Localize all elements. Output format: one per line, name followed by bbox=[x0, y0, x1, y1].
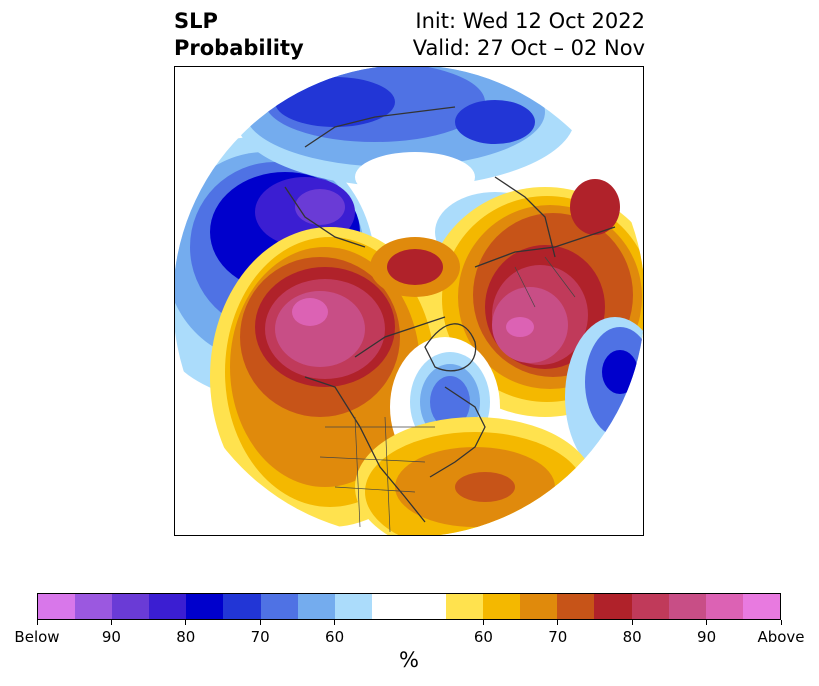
colorbar-swatch bbox=[75, 594, 113, 619]
colorbar-tick-label: 90 bbox=[697, 628, 717, 646]
polar-map bbox=[174, 66, 644, 536]
colorbar-tick-label: Below bbox=[14, 628, 60, 646]
map-title: SLP Probability bbox=[174, 8, 304, 62]
title-line-2: Probability bbox=[174, 36, 304, 60]
colorbar-swatch bbox=[186, 594, 224, 619]
coastlines bbox=[284, 106, 616, 523]
colorbar-tick-label: Above bbox=[757, 628, 805, 646]
colorbar-swatch bbox=[483, 594, 521, 619]
colorbar-swatch bbox=[668, 594, 706, 619]
probability-colorbar bbox=[37, 593, 781, 620]
colorbar-tick-mark bbox=[36, 620, 38, 625]
colorbar-tick-label: 70 bbox=[250, 628, 270, 646]
colorbar-tick-label: 60 bbox=[325, 628, 345, 646]
colorbar-tick-mark bbox=[259, 620, 261, 625]
colorbar-tick-label: 90 bbox=[101, 628, 121, 646]
init-label: Init: Wed 12 Oct 2022 bbox=[415, 9, 645, 33]
colorbar-tick-mark bbox=[334, 620, 336, 625]
colorbar-swatch bbox=[297, 594, 335, 619]
colorbar-swatch bbox=[446, 594, 484, 619]
colorbar-tick-label: 60 bbox=[473, 628, 493, 646]
valid-label: Valid: 27 Oct – 02 Nov bbox=[412, 36, 645, 60]
colorbar-swatch bbox=[38, 594, 76, 619]
colorbar-swatch bbox=[149, 594, 187, 619]
forecast-dates: Init: Wed 12 Oct 2022 Valid: 27 Oct – 02… bbox=[380, 8, 645, 62]
colorbar-swatch bbox=[260, 594, 298, 619]
colorbar-swatch bbox=[520, 594, 558, 619]
colorbar-swatch bbox=[112, 594, 150, 619]
probability-map-svg bbox=[175, 67, 643, 535]
colorbar-tick-mark bbox=[482, 620, 484, 625]
colorbar-swatch bbox=[631, 594, 669, 619]
probability-field bbox=[175, 67, 643, 535]
colorbar-tick-label: 80 bbox=[176, 628, 196, 646]
borders bbox=[319, 256, 576, 533]
colorbar-tick-label: 70 bbox=[548, 628, 568, 646]
colorbar-swatch bbox=[334, 594, 372, 619]
title-line-1: SLP bbox=[174, 9, 218, 33]
colorbar-tick-mark bbox=[185, 620, 187, 625]
colorbar-tick-mark bbox=[110, 620, 112, 625]
colorbar-unit-label: % bbox=[399, 648, 419, 672]
colorbar-swatch bbox=[705, 594, 743, 619]
colorbar-tick-mark bbox=[631, 620, 633, 625]
colorbar-tick-mark bbox=[557, 620, 559, 625]
colorbar-swatch bbox=[223, 594, 261, 619]
colorbar-swatch bbox=[408, 594, 447, 619]
colorbar-tick-label: 80 bbox=[622, 628, 642, 646]
colorbar-swatch bbox=[557, 594, 595, 619]
colorbar-swatch bbox=[742, 594, 780, 619]
colorbar-tick-mark bbox=[706, 620, 708, 625]
colorbar-swatch bbox=[594, 594, 632, 619]
colorbar-tick-mark bbox=[780, 620, 782, 625]
colorbar-swatch bbox=[371, 594, 409, 619]
